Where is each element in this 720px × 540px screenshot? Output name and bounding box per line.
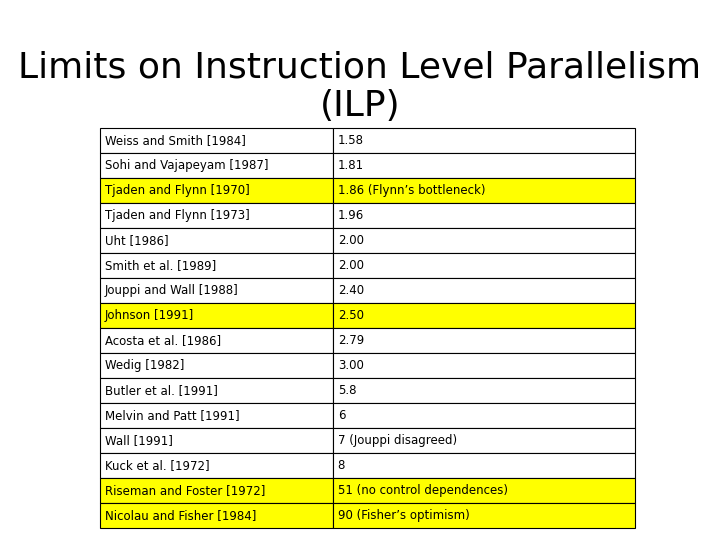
Text: Acosta et al. [1986]: Acosta et al. [1986] (105, 334, 221, 347)
Bar (333, 378, 635, 403)
Bar (100, 328, 333, 353)
Text: 1.86 (Flynn’s bottleneck): 1.86 (Flynn’s bottleneck) (338, 184, 485, 197)
Text: 2.00: 2.00 (338, 234, 364, 247)
Bar (100, 278, 333, 303)
Bar (333, 453, 635, 478)
Text: 1.96: 1.96 (338, 209, 364, 222)
Text: Nicolau and Fisher [1984]: Nicolau and Fisher [1984] (105, 509, 256, 522)
Text: Johnson [1991]: Johnson [1991] (105, 309, 194, 322)
Bar (333, 203, 635, 228)
Text: Uht [1986]: Uht [1986] (105, 234, 168, 247)
Bar (100, 353, 333, 378)
Bar (100, 203, 333, 228)
Bar (333, 228, 635, 253)
Text: 1.58: 1.58 (338, 134, 364, 147)
Bar (333, 178, 635, 203)
Bar (333, 503, 635, 528)
Text: 5.8: 5.8 (338, 384, 356, 397)
Bar (333, 128, 635, 153)
Bar (333, 153, 635, 178)
Bar (100, 428, 333, 453)
Text: Kuck et al. [1972]: Kuck et al. [1972] (105, 459, 210, 472)
Bar (333, 278, 635, 303)
Text: 2.79: 2.79 (338, 334, 364, 347)
Text: 2.00: 2.00 (338, 259, 364, 272)
Text: 6: 6 (338, 409, 345, 422)
Text: Tjaden and Flynn [1970]: Tjaden and Flynn [1970] (105, 184, 250, 197)
Text: Weiss and Smith [1984]: Weiss and Smith [1984] (105, 134, 246, 147)
Bar (333, 253, 635, 278)
Bar (100, 303, 333, 328)
Bar (333, 303, 635, 328)
Text: Wedig [1982]: Wedig [1982] (105, 359, 184, 372)
Bar (100, 403, 333, 428)
Text: 2.40: 2.40 (338, 284, 364, 297)
Bar (333, 353, 635, 378)
Text: Melvin and Patt [1991]: Melvin and Patt [1991] (105, 409, 240, 422)
Bar (100, 228, 333, 253)
Text: Riseman and Foster [1972]: Riseman and Foster [1972] (105, 484, 266, 497)
Bar (100, 378, 333, 403)
Bar (333, 328, 635, 353)
Bar (100, 128, 333, 153)
Text: Limits on Instruction Level Parallelism
(ILP): Limits on Instruction Level Parallelism … (19, 50, 701, 124)
Bar (100, 478, 333, 503)
Text: 1.81: 1.81 (338, 159, 364, 172)
Bar (333, 478, 635, 503)
Bar (100, 453, 333, 478)
Text: 3.00: 3.00 (338, 359, 364, 372)
Text: Tjaden and Flynn [1973]: Tjaden and Flynn [1973] (105, 209, 250, 222)
Text: Smith et al. [1989]: Smith et al. [1989] (105, 259, 216, 272)
Text: Butler et al. [1991]: Butler et al. [1991] (105, 384, 218, 397)
Text: 8: 8 (338, 459, 345, 472)
Text: Wall [1991]: Wall [1991] (105, 434, 173, 447)
Text: Sohi and Vajapeyam [1987]: Sohi and Vajapeyam [1987] (105, 159, 269, 172)
Bar (100, 153, 333, 178)
Text: 2.50: 2.50 (338, 309, 364, 322)
Text: 7 (Jouppi disagreed): 7 (Jouppi disagreed) (338, 434, 457, 447)
Bar (100, 253, 333, 278)
Text: 51 (no control dependences): 51 (no control dependences) (338, 484, 508, 497)
Bar (100, 178, 333, 203)
Bar (333, 428, 635, 453)
Bar (100, 503, 333, 528)
Text: 90 (Fisher’s optimism): 90 (Fisher’s optimism) (338, 509, 469, 522)
Text: Jouppi and Wall [1988]: Jouppi and Wall [1988] (105, 284, 239, 297)
Bar (333, 403, 635, 428)
